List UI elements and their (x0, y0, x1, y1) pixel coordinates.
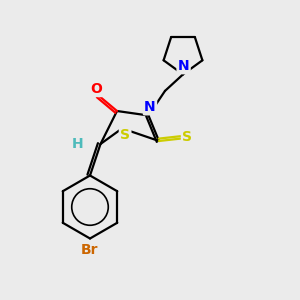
Text: N: N (178, 59, 189, 73)
Text: N: N (144, 100, 156, 114)
Text: S: S (120, 128, 130, 142)
Text: H: H (72, 137, 84, 151)
Text: Br: Br (81, 243, 99, 257)
Text: O: O (90, 82, 102, 96)
Text: S: S (182, 130, 192, 144)
